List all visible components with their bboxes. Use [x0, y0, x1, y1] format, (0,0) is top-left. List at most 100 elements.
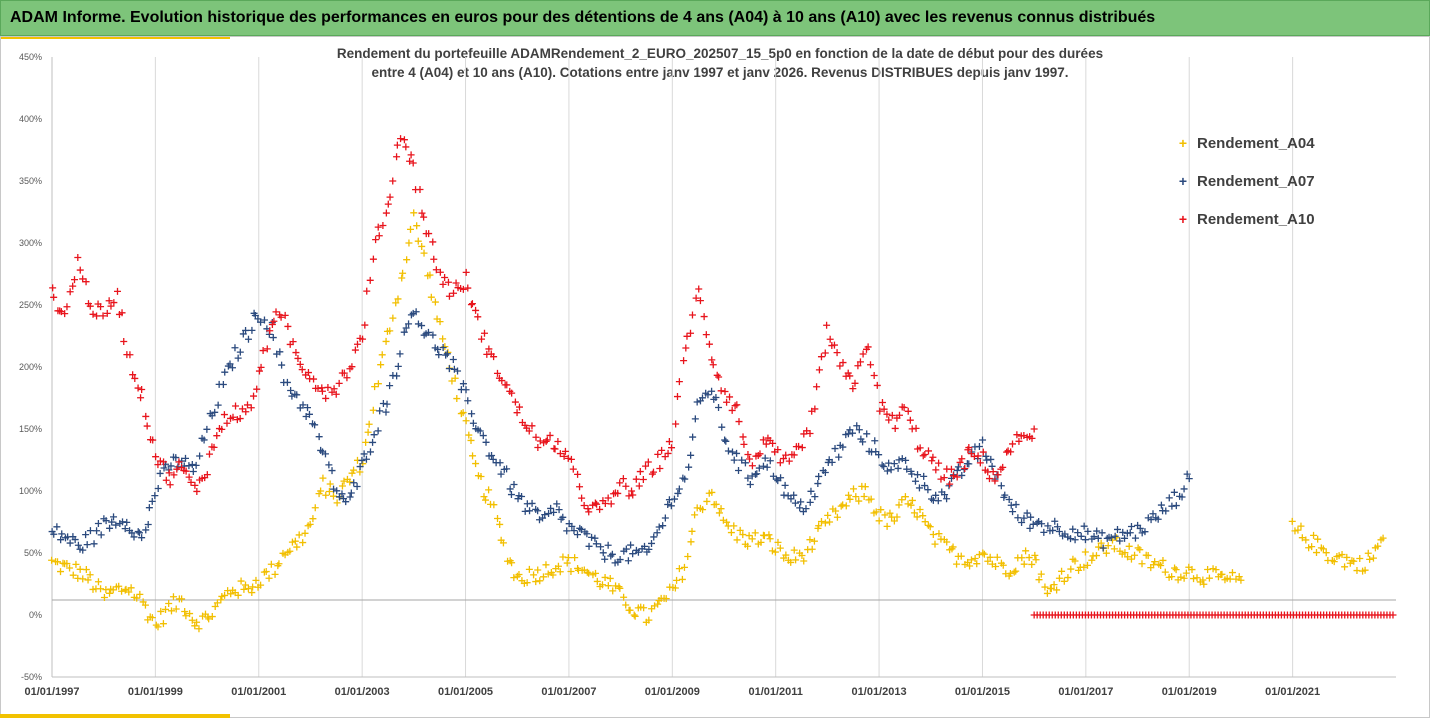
- point-a04: [508, 559, 516, 567]
- point-a07: [325, 461, 333, 469]
- point-a04: [875, 517, 883, 525]
- point-a07: [796, 504, 804, 512]
- point-a04: [1157, 562, 1165, 570]
- point-a07: [102, 517, 110, 525]
- point-a04: [1308, 543, 1316, 551]
- point-a07: [975, 442, 983, 450]
- point-a07: [1098, 529, 1106, 537]
- point-a04: [921, 518, 929, 526]
- point-a04: [1361, 566, 1369, 574]
- point-a07: [350, 479, 358, 487]
- point-a04: [193, 618, 201, 626]
- point-a07: [226, 360, 234, 368]
- point-a04: [957, 552, 965, 560]
- point-a10: [728, 406, 736, 414]
- point-a04: [688, 527, 696, 535]
- point-a07: [664, 500, 672, 508]
- point-a10: [999, 463, 1007, 471]
- point-a07: [362, 455, 370, 463]
- point-a07: [221, 368, 229, 376]
- point-a07: [219, 381, 227, 389]
- x-tick-label: 01/01/2003: [335, 686, 390, 698]
- point-a07: [369, 438, 377, 446]
- point-a04: [413, 222, 421, 230]
- point-a04: [248, 589, 256, 597]
- point-a10: [628, 487, 636, 495]
- point-a10: [103, 309, 111, 317]
- point-a07: [1055, 528, 1063, 536]
- point-a04: [451, 374, 459, 382]
- point-a10: [89, 310, 97, 318]
- point-a07: [468, 410, 476, 418]
- x-tick-label: 01/01/2017: [1058, 686, 1113, 698]
- point-a04: [1302, 536, 1310, 544]
- point-a10: [543, 436, 551, 444]
- point-a10: [639, 475, 647, 483]
- point-a10: [353, 340, 361, 348]
- point-a04: [1237, 576, 1245, 584]
- legend-label-a07: Rendement_A07: [1197, 172, 1315, 190]
- point-a07: [518, 493, 526, 501]
- point-a07: [66, 539, 74, 547]
- point-a07: [691, 415, 699, 423]
- point-a10: [498, 377, 506, 385]
- point-a10: [740, 440, 748, 448]
- point-a10: [585, 508, 593, 516]
- point-a07: [772, 475, 780, 483]
- point-a10: [110, 299, 118, 307]
- point-a07: [945, 482, 953, 490]
- point-a07: [185, 462, 193, 470]
- point-a04: [821, 519, 829, 527]
- point-a04: [973, 560, 981, 568]
- point-a07: [640, 542, 648, 550]
- accent-bar-bottom: [0, 714, 230, 718]
- point-a04: [82, 566, 90, 574]
- point-a07: [445, 365, 453, 373]
- point-a07: [293, 391, 301, 399]
- point-a07: [83, 541, 91, 549]
- point-a07: [831, 445, 839, 453]
- point-a04: [1053, 586, 1061, 594]
- point-a04: [1356, 555, 1364, 563]
- point-a07: [299, 401, 307, 409]
- point-a07: [370, 431, 378, 439]
- point-a04: [364, 428, 372, 436]
- point-a04: [890, 517, 898, 525]
- point-a10: [503, 381, 511, 389]
- point-a10: [393, 153, 401, 161]
- point-a07: [781, 481, 789, 489]
- point-a07: [592, 540, 600, 548]
- point-a07: [585, 542, 593, 550]
- point-a04: [365, 420, 373, 428]
- point-a07: [1080, 522, 1088, 530]
- points-layer: [48, 135, 1397, 633]
- point-a10: [232, 402, 240, 410]
- point-a04: [436, 318, 444, 326]
- point-a10: [382, 209, 390, 217]
- point-a04: [262, 568, 270, 576]
- point-a10: [259, 347, 267, 355]
- point-a10: [665, 438, 673, 446]
- point-a04: [1071, 557, 1079, 565]
- point-a04: [121, 586, 129, 594]
- point-a04: [178, 595, 186, 603]
- point-a10: [468, 300, 476, 308]
- point-a07: [1131, 534, 1139, 542]
- point-a04: [745, 532, 753, 540]
- point-a10: [528, 422, 536, 430]
- point-a07: [979, 436, 987, 444]
- point-a07: [807, 487, 815, 495]
- point-a07: [914, 471, 922, 479]
- point-a10: [947, 465, 955, 473]
- point-a07: [214, 401, 222, 409]
- point-a04: [371, 383, 379, 391]
- point-a04: [592, 569, 600, 577]
- point-a10: [856, 358, 864, 366]
- point-a04: [691, 511, 699, 519]
- point-a04: [1136, 546, 1144, 554]
- point-a10: [649, 468, 657, 476]
- point-a07: [376, 407, 384, 415]
- point-a04: [949, 543, 957, 551]
- point-a04: [1025, 554, 1033, 562]
- point-a04: [1035, 576, 1043, 584]
